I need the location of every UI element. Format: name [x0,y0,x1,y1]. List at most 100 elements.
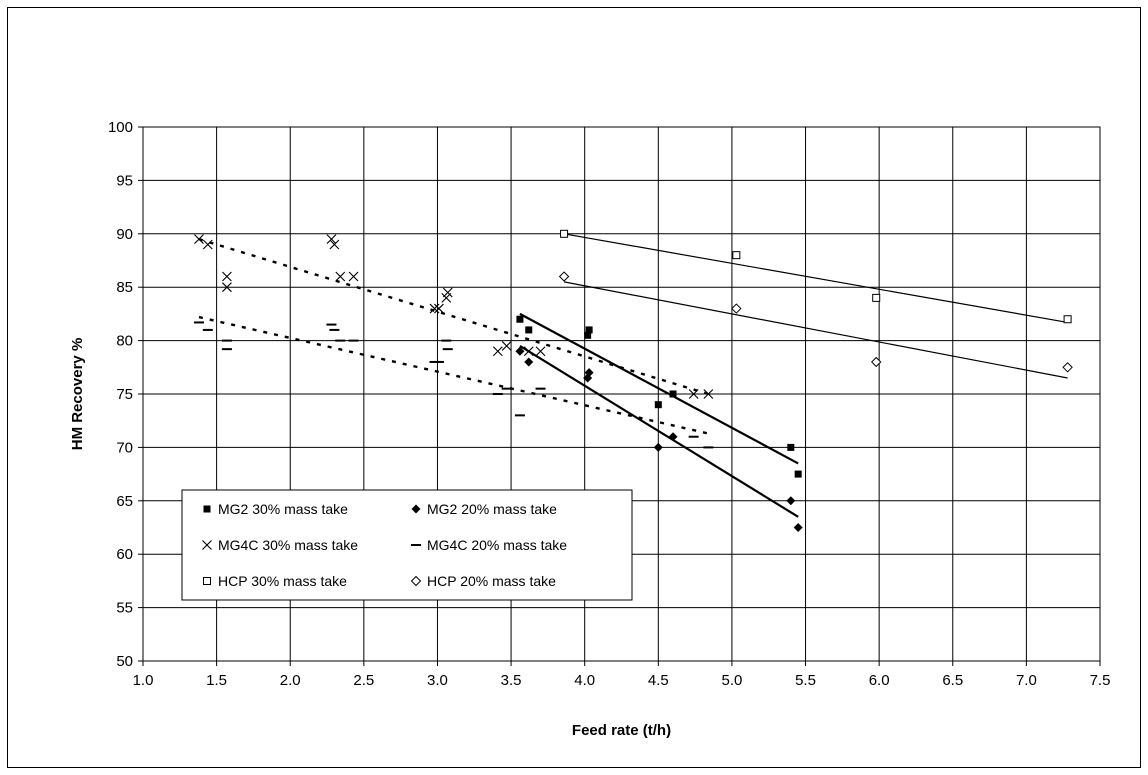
data-point [654,401,662,409]
marker-shape [329,239,340,250]
data-point [560,229,569,238]
marker-shape [501,341,512,351]
marker-shape [411,504,421,514]
x-tick-label: 5.0 [721,672,742,689]
data-point [434,303,444,314]
marker-shape [871,356,882,368]
data-point [515,346,525,356]
y-tick-label: 75 [116,386,133,403]
data-point [335,271,346,282]
data-point [584,331,592,339]
legend: MG2 30% mass take MG2 20% mass take MG4C 3… [181,489,633,601]
y-axis-label: HM Recovery % [69,338,86,451]
marker-shape [732,251,741,260]
data-point [222,282,232,293]
data-point [442,287,453,298]
trend-line [198,237,709,396]
data-point [732,251,741,260]
marker-shape [669,390,677,398]
marker-shape [194,234,204,245]
marker-shape [516,315,524,323]
marker-shape [787,443,795,451]
data-point [492,346,503,357]
legend-marker [411,504,421,514]
data-point [793,523,803,532]
data-point [326,234,337,245]
legend-label: HCP 20% mass take [427,573,556,589]
marker-shape [222,271,232,282]
legend-label: MG4C 30% mass take [218,537,358,553]
data-point [787,443,795,451]
data-point [668,432,678,442]
marker-shape [1063,315,1072,324]
legend-box [181,489,633,601]
x-tick-label: 6.5 [942,672,963,689]
marker-shape [653,442,663,452]
y-tick-label: 90 [116,226,133,243]
marker-shape [558,271,570,282]
x-tick-label: 4.5 [648,672,669,689]
marker-shape [203,577,211,585]
data-point [525,326,533,334]
x-axis-label: Feed rate (t/h) [572,722,671,739]
marker-shape [523,346,534,357]
marker-shape [793,523,803,532]
data-point [348,271,359,282]
x-tick-label: 3.5 [501,672,522,689]
data-point [558,271,570,282]
legend-label: MG2 20% mass take [427,501,557,517]
marker-shape [410,575,422,587]
legend-label: HCP 30% mass take [218,573,347,589]
marker-shape [203,505,211,513]
legend-label: MG2 30% mass take [218,501,348,517]
legend-marker [203,505,211,513]
marker-shape [222,282,232,293]
x-tick-label: 4.0 [574,672,595,689]
marker-shape [525,326,533,334]
data-point [501,341,512,351]
trend-line [519,312,799,465]
data-point [871,356,882,368]
data-point [516,315,524,323]
x-tick-label: 7.5 [1090,672,1111,689]
data-point [669,390,677,398]
data-point [731,303,742,314]
trend-line [563,281,1068,379]
x-tick-label: 3.0 [427,672,448,689]
y-tick-label: 70 [116,439,133,456]
marker-shape [872,293,881,302]
y-tick-label: 80 [116,333,133,350]
marker-shape [794,470,802,478]
data-point [688,389,699,399]
marker-shape [524,357,534,367]
marker-shape [731,303,742,314]
data-point [523,346,534,357]
marker-shape [429,303,440,314]
plot-area [142,126,1101,662]
marker-shape [584,331,592,339]
marker-shape [668,432,678,442]
marker-shape [786,496,796,506]
data-point [202,239,213,250]
data-point [872,293,881,302]
marker-shape [434,303,444,314]
marker-shape [1062,362,1073,373]
data-point [794,470,802,478]
marker-shape [442,287,453,298]
data-point [786,496,796,506]
y-tick-label: 55 [116,600,133,617]
x-tick-label: 6.0 [869,672,890,689]
y-tick-label: 100 [108,119,133,136]
legend-marker [202,540,212,550]
legend-marker [203,577,211,585]
data-point [329,239,340,250]
y-tick-label: 50 [116,653,133,670]
x-tick-label: 7.0 [1016,672,1037,689]
x-tick-label: 2.0 [280,672,301,689]
marker-shape [585,326,593,334]
data-point [535,346,546,357]
y-tick-labels: 50 55 60 65 70 75 80 85 90 95 100 [108,119,133,670]
y-tick-label: 95 [116,172,133,189]
y-tick-label: 60 [116,546,133,563]
